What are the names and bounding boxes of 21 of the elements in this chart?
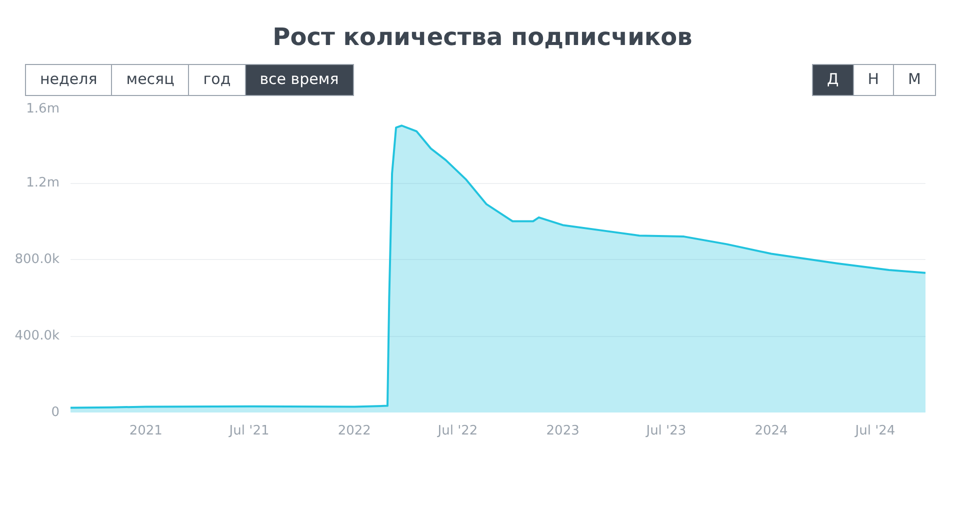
text: М xyxy=(893,64,936,96)
y-tick-label: 1.6m xyxy=(26,101,60,116)
text: все время xyxy=(244,64,354,96)
text: месяц xyxy=(111,64,190,96)
text: неделя xyxy=(25,64,112,96)
text: Д xyxy=(812,64,854,96)
y-tick-label: 400.0k xyxy=(14,328,60,344)
chart-title: Рост количества подписчиков xyxy=(272,22,692,53)
x-tick-label: 2022 xyxy=(338,423,371,438)
x-tick-label: 2024 xyxy=(754,423,788,438)
x-tick-label: 2023 xyxy=(546,423,580,438)
text: Н xyxy=(852,64,894,96)
x-tick-label: Jul '23 xyxy=(645,423,686,438)
x-tick-label: Jul '24 xyxy=(854,423,896,438)
x-tick-label: 2021 xyxy=(129,423,162,438)
x-tick-label: Jul '21 xyxy=(228,423,270,438)
y-tick-label: 0 xyxy=(51,404,60,420)
y-tick-label: 800.0k xyxy=(14,252,60,267)
x-tick-label: Jul '22 xyxy=(436,423,478,438)
y-tick-label: 1.2m xyxy=(26,175,60,190)
text: год xyxy=(188,64,246,96)
